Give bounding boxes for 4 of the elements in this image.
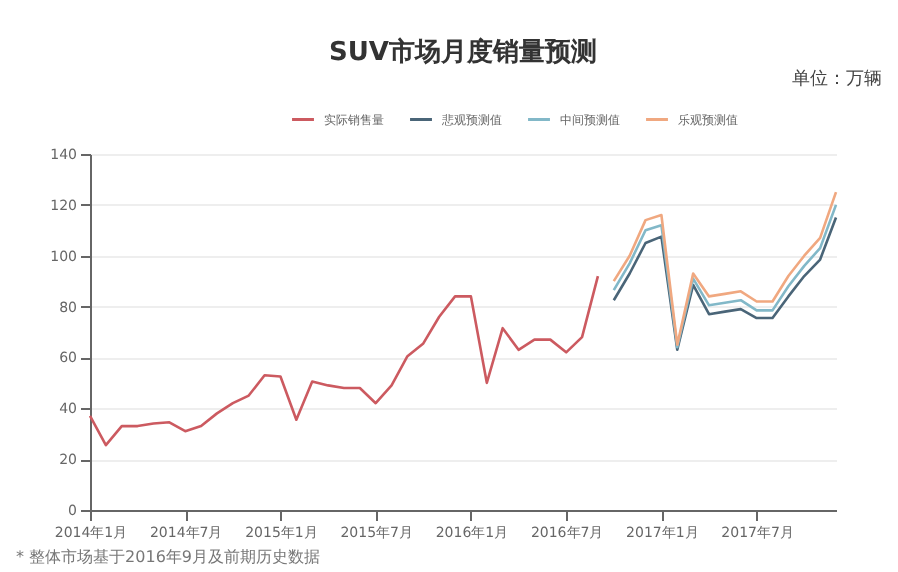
- chart-title: SUV市场月度销量预测: [329, 36, 597, 68]
- line-series: [88, 274, 600, 447]
- text: 单位：万辆: [792, 67, 882, 92]
- text: * 整体市场基于2016年9月及前期历史数据: [16, 546, 320, 568]
